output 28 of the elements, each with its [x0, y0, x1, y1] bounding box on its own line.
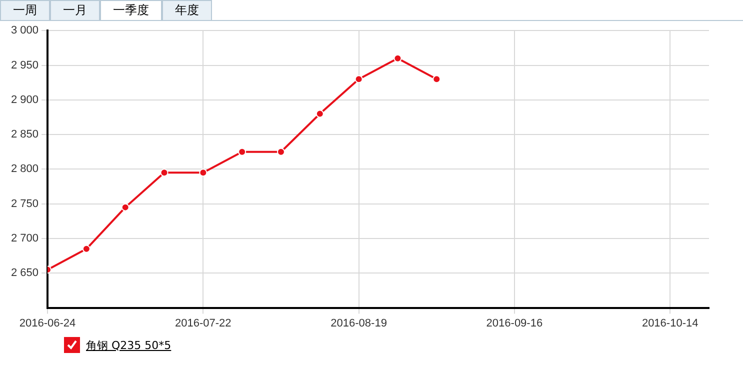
- point: [160, 168, 168, 177]
- point: [316, 110, 324, 118]
- point: [276, 148, 285, 156]
- y-tick-label: 3 000: [10, 24, 39, 37]
- text: 一季度: [100, 0, 162, 20]
- point: [432, 75, 441, 84]
- x-tick-label: 2016-08-19: [330, 317, 387, 330]
- point: [199, 168, 208, 177]
- text: 一月: [50, 0, 100, 20]
- x-tick-label: 2016-07-22: [175, 317, 232, 330]
- text: 年度: [162, 0, 212, 20]
- x-tick-label: 2016-10-14: [642, 317, 698, 330]
- y-tick-label: 2 700: [10, 232, 39, 245]
- y-tick-label: 2 850: [10, 128, 39, 141]
- y-tick-label: 2 950: [10, 59, 39, 72]
- x-tick-label: 2016-06-24: [19, 317, 76, 330]
- legend-label: 角钢 Q235 50*5: [86, 338, 172, 352]
- y-tick-label: 2 800: [10, 163, 39, 176]
- point: [121, 203, 130, 212]
- point: [82, 244, 90, 253]
- point: [354, 75, 363, 84]
- point: [238, 148, 246, 156]
- x-tick-label: 2016-09-16: [486, 317, 543, 330]
- y-tick-label: 2 750: [10, 198, 39, 210]
- y-tick-label: 2 650: [10, 267, 39, 280]
- point: [394, 54, 402, 62]
- y-tick-label: 2 900: [10, 94, 39, 106]
- text: 一周: [0, 0, 50, 20]
